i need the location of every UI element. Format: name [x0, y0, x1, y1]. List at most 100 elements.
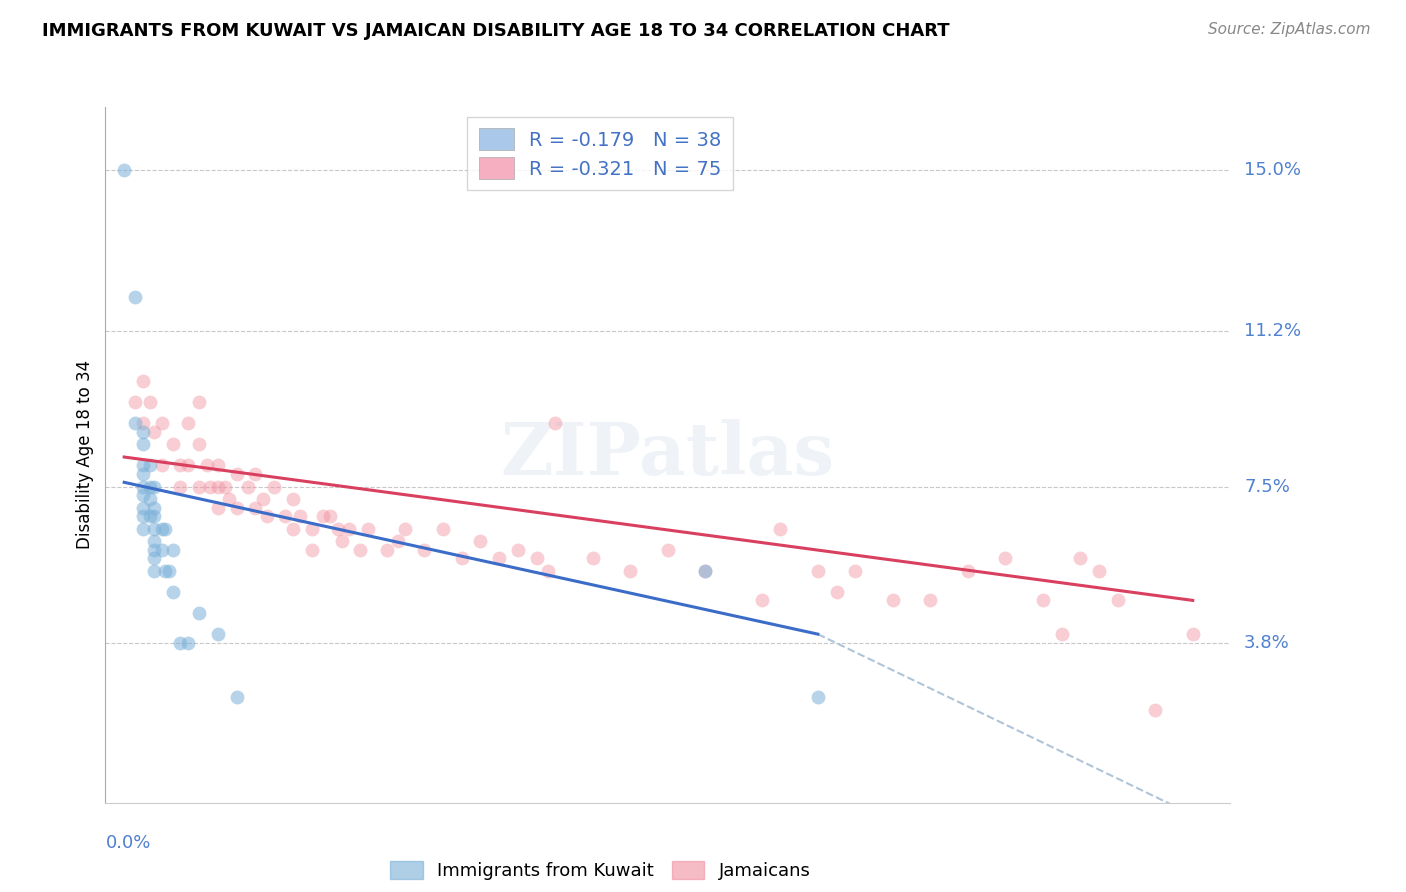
- Point: [218, 492, 240, 507]
- Point: [143, 551, 166, 566]
- Point: [188, 395, 211, 409]
- Point: [207, 458, 229, 473]
- Point: [177, 417, 200, 431]
- Point: [290, 509, 312, 524]
- Point: [132, 479, 155, 493]
- Point: [1088, 564, 1111, 578]
- Point: [1181, 627, 1204, 641]
- Point: [124, 290, 146, 304]
- Point: [132, 417, 155, 431]
- Point: [657, 542, 679, 557]
- Point: [544, 417, 567, 431]
- Point: [751, 593, 773, 607]
- Point: [143, 509, 166, 524]
- Point: [132, 467, 155, 481]
- Point: [256, 509, 278, 524]
- Point: [207, 500, 229, 515]
- Point: [132, 488, 155, 502]
- Point: [1032, 593, 1054, 607]
- Point: [188, 606, 211, 620]
- Point: [470, 534, 492, 549]
- Point: [207, 627, 229, 641]
- Point: [956, 564, 979, 578]
- Point: [882, 593, 904, 607]
- Point: [207, 479, 229, 493]
- Point: [825, 585, 848, 599]
- Point: [1107, 593, 1129, 607]
- Y-axis label: Disability Age 18 to 34: Disability Age 18 to 34: [76, 360, 94, 549]
- Point: [488, 551, 510, 566]
- Point: [357, 522, 380, 536]
- Point: [245, 467, 267, 481]
- Point: [312, 509, 335, 524]
- Point: [169, 458, 191, 473]
- Legend: Immigrants from Kuwait, Jamaicans: Immigrants from Kuwait, Jamaicans: [382, 854, 818, 888]
- Point: [177, 635, 200, 649]
- Point: [143, 534, 166, 549]
- Point: [139, 458, 162, 473]
- Point: [150, 522, 173, 536]
- Point: [188, 479, 211, 493]
- Point: [326, 522, 349, 536]
- Text: 15.0%: 15.0%: [1244, 161, 1301, 179]
- Point: [252, 492, 274, 507]
- Point: [330, 534, 353, 549]
- Point: [150, 458, 173, 473]
- Point: [1144, 703, 1167, 717]
- Point: [132, 374, 155, 388]
- Point: [143, 542, 166, 557]
- Point: [112, 163, 135, 178]
- Point: [1050, 627, 1073, 641]
- Text: Source: ZipAtlas.com: Source: ZipAtlas.com: [1208, 22, 1371, 37]
- Point: [143, 425, 166, 439]
- Point: [920, 593, 942, 607]
- Point: [432, 522, 454, 536]
- Point: [695, 564, 717, 578]
- Point: [506, 542, 529, 557]
- Point: [394, 522, 416, 536]
- Point: [582, 551, 605, 566]
- Point: [1069, 551, 1091, 566]
- Text: 7.5%: 7.5%: [1244, 477, 1291, 496]
- Point: [177, 458, 200, 473]
- Point: [387, 534, 409, 549]
- Point: [139, 395, 162, 409]
- Point: [132, 522, 155, 536]
- Point: [139, 492, 162, 507]
- Point: [150, 542, 173, 557]
- Point: [236, 479, 259, 493]
- Point: [132, 437, 155, 451]
- Point: [132, 509, 155, 524]
- Point: [162, 437, 184, 451]
- Point: [162, 585, 184, 599]
- Point: [124, 395, 146, 409]
- Point: [155, 522, 177, 536]
- Point: [124, 417, 146, 431]
- Point: [169, 479, 191, 493]
- Point: [526, 551, 548, 566]
- Point: [769, 522, 792, 536]
- Point: [994, 551, 1017, 566]
- Point: [169, 635, 191, 649]
- Point: [132, 500, 155, 515]
- Point: [225, 500, 247, 515]
- Point: [281, 492, 304, 507]
- Point: [143, 564, 166, 578]
- Point: [225, 690, 247, 705]
- Point: [225, 467, 247, 481]
- Point: [157, 564, 180, 578]
- Point: [139, 479, 162, 493]
- Point: [807, 564, 830, 578]
- Point: [337, 522, 360, 536]
- Point: [143, 479, 166, 493]
- Text: IMMIGRANTS FROM KUWAIT VS JAMAICAN DISABILITY AGE 18 TO 34 CORRELATION CHART: IMMIGRANTS FROM KUWAIT VS JAMAICAN DISAB…: [42, 22, 950, 40]
- Point: [537, 564, 560, 578]
- Point: [200, 479, 222, 493]
- Text: ZIPatlas: ZIPatlas: [501, 419, 835, 491]
- Point: [263, 479, 285, 493]
- Point: [375, 542, 398, 557]
- Point: [132, 458, 155, 473]
- Point: [281, 522, 304, 536]
- Point: [150, 417, 173, 431]
- Point: [143, 500, 166, 515]
